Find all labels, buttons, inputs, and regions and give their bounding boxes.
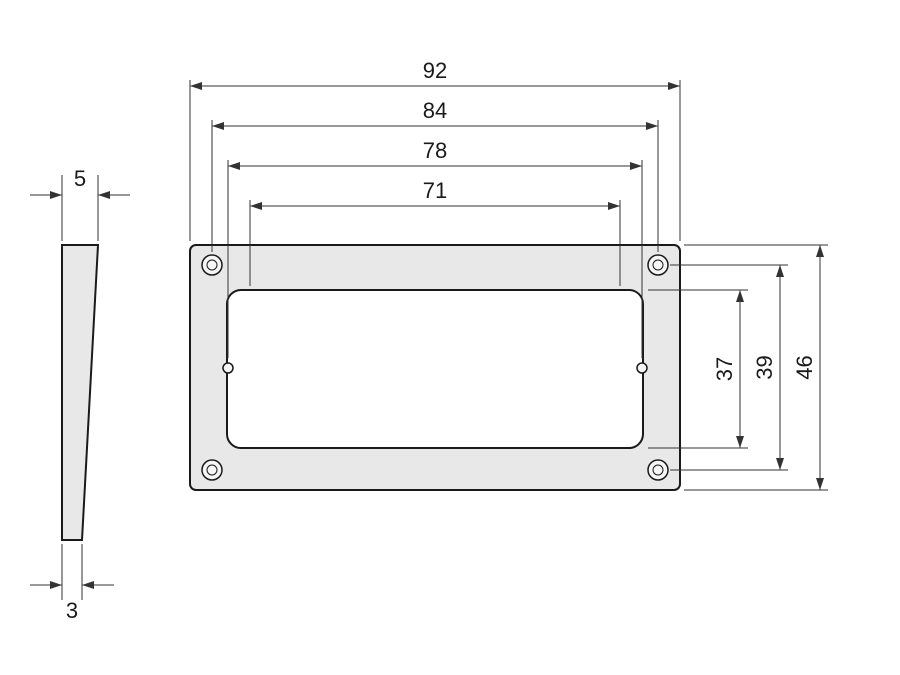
vdim-label-2: 46 [792, 355, 817, 379]
hdim-84: 84 [212, 98, 658, 130]
hdim-92: 92 [190, 58, 680, 90]
side-hole-left [223, 363, 233, 373]
side-hole-right [637, 363, 647, 373]
dim-side-top: 5 [30, 166, 130, 241]
front-view [190, 245, 680, 490]
engineering-drawing: 5 3 [0, 0, 900, 675]
dim-side-bottom: 3 [30, 544, 114, 623]
corner-hole-bl [202, 460, 222, 480]
corner-hole-tl [202, 255, 222, 275]
side-view [62, 245, 98, 540]
hdim-label-0: 92 [423, 58, 447, 83]
side-profile [62, 245, 98, 540]
vdim-label-0: 37 [712, 357, 737, 381]
dim-side-top-label: 5 [74, 166, 86, 191]
hdim-label-2: 78 [423, 138, 447, 163]
vdim-39: 39 [752, 265, 784, 470]
dim-side-bottom-label: 3 [66, 598, 78, 623]
corner-hole-br [648, 460, 668, 480]
vdim-label-1: 39 [752, 355, 777, 379]
inner-cutout [227, 290, 643, 448]
corner-hole-tr [648, 255, 668, 275]
vdim-46: 46 [792, 245, 824, 490]
vertical-dimensions: 37 39 46 [712, 245, 824, 490]
vdim-37: 37 [712, 290, 744, 448]
hdim-label-3: 71 [423, 178, 447, 203]
horizontal-dimensions: 92 84 78 71 [190, 58, 680, 210]
hdim-71: 71 [250, 178, 620, 210]
hdim-78: 78 [228, 138, 642, 170]
hdim-label-1: 84 [423, 98, 447, 123]
